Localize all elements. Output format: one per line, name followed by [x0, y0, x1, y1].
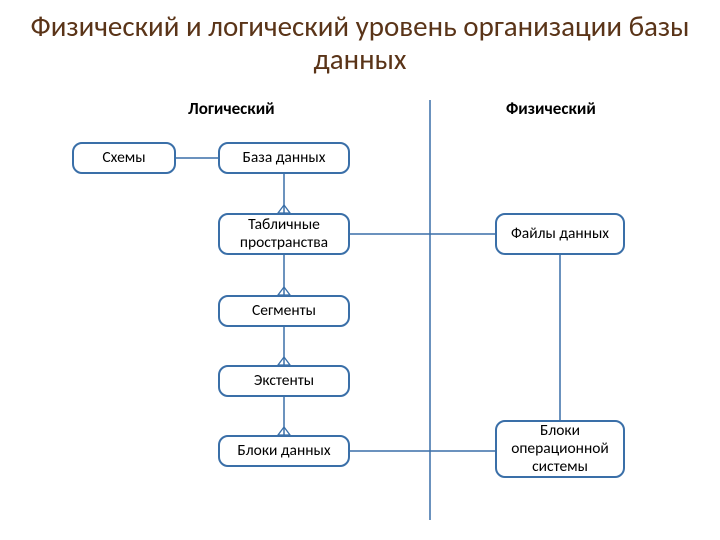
node-label: Блоки данных: [237, 442, 330, 460]
physical-label: Физический: [506, 98, 596, 119]
node-label: Схемы: [102, 149, 145, 167]
node-label: Файлы данных: [511, 225, 609, 243]
node-label: Экстенты: [254, 372, 314, 390]
node-datafiles: Файлы данных: [495, 213, 625, 255]
node-label: База данных: [243, 149, 326, 167]
node-schemas: Схемы: [72, 142, 176, 174]
node-label: Сегменты: [252, 302, 316, 320]
node-database: База данных: [218, 142, 350, 174]
node-segments: Сегменты: [218, 295, 350, 327]
node-datablocks: Блоки данных: [218, 435, 350, 467]
logical-label: Логический: [188, 98, 275, 119]
page-title: Физический и логический уровень организа…: [0, 10, 720, 77]
node-extents: Экстенты: [218, 365, 350, 397]
node-osblocks: Блоки операционной системы: [495, 420, 625, 478]
node-label: Блоки операционной системы: [501, 422, 619, 475]
node-tablespaces: Табличные пространства: [218, 213, 350, 255]
node-label: Табличные пространства: [224, 216, 344, 252]
